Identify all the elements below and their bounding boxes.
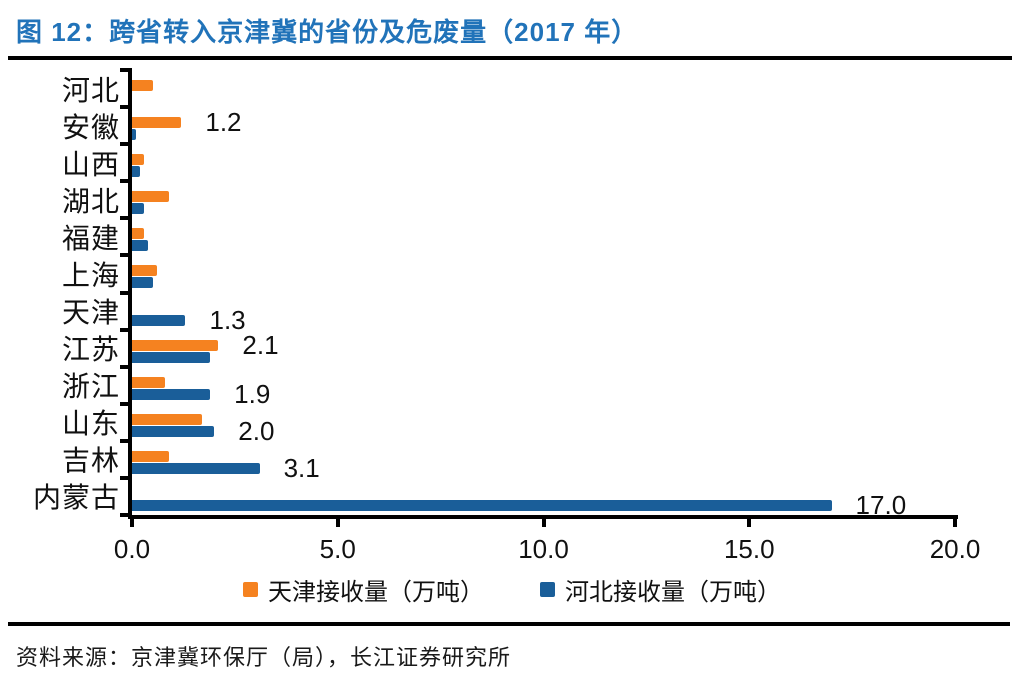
figure-title: 图 12：跨省转入京津冀的省份及危废量（2017 年）	[16, 17, 639, 47]
y-axis-label: 江苏	[61, 334, 120, 366]
legend-label-hebei: 河北接收量（万吨）	[565, 579, 781, 606]
bar-hebei	[132, 388, 211, 400]
x-axis-label: 5.0	[319, 534, 356, 564]
y-axis-tick	[120, 364, 128, 369]
data-label: 1.9	[234, 378, 271, 409]
data-label: 3.1	[283, 452, 320, 483]
bar-tianjin	[132, 413, 202, 425]
data-label: 1.2	[205, 107, 242, 138]
legend-item-tianjin: 天津接收量（万吨）	[243, 572, 484, 607]
bar-tianjin	[132, 265, 157, 277]
y-axis-label: 湖北	[61, 185, 120, 217]
y-axis-line	[128, 68, 132, 519]
bar-tianjin	[132, 80, 153, 91]
y-axis-tick	[120, 142, 128, 147]
bar-hebei	[132, 425, 215, 437]
y-axis-label: 河北	[61, 74, 120, 106]
bar-hebei	[132, 314, 186, 326]
legend-item-hebei: 河北接收量（万吨）	[540, 572, 781, 607]
bar-tianjin	[132, 117, 182, 129]
y-axis-tick	[120, 105, 128, 110]
data-label: 2.0	[238, 415, 275, 446]
data-label: 17.0	[855, 489, 907, 520]
x-axis-line	[128, 515, 958, 519]
y-axis-label: 安徽	[61, 111, 120, 143]
bar-tianjin	[132, 228, 145, 240]
divider-line-top	[8, 56, 1012, 60]
y-axis-tick	[120, 513, 128, 517]
y-axis-tick	[120, 253, 128, 258]
x-axis-tick	[130, 519, 134, 527]
bar-tianjin	[132, 191, 170, 203]
bar-hebei	[132, 277, 153, 289]
bar-tianjin	[132, 339, 219, 351]
y-axis-label: 吉林	[61, 445, 120, 477]
y-axis-label: 山东	[61, 408, 120, 440]
x-axis-label: 20.0	[929, 534, 981, 564]
legend-swatch-tianjin-icon	[243, 582, 258, 597]
y-axis-tick	[120, 68, 128, 72]
legend-label-tianjin: 天津接收量（万吨）	[268, 579, 484, 606]
x-axis-tick	[747, 519, 752, 527]
y-axis-label: 山西	[61, 148, 120, 180]
x-axis-tick	[541, 519, 546, 527]
x-axis-tick	[953, 519, 957, 527]
x-axis-label: 0.0	[113, 534, 151, 564]
y-axis-tick	[120, 216, 128, 221]
legend-swatch-hebei-icon	[540, 582, 555, 597]
y-axis-label: 内蒙古	[32, 482, 120, 514]
x-axis-label: 10.0	[518, 534, 569, 564]
y-axis-label: 上海	[61, 259, 120, 291]
y-axis-tick	[120, 475, 128, 480]
bar-tianjin	[132, 450, 170, 462]
y-axis-label: 福建	[61, 222, 120, 254]
bar-hebei	[132, 462, 260, 474]
x-axis-tick	[335, 519, 340, 527]
bar-tianjin	[132, 154, 145, 166]
y-axis-tick	[120, 290, 128, 295]
bar-hebei	[132, 499, 832, 511]
bar-hebei	[132, 129, 137, 141]
legend: 天津接收量（万吨） 河北接收量（万吨）	[0, 572, 1024, 607]
bar-hebei	[132, 203, 145, 215]
divider-line-bottom	[8, 622, 1010, 626]
bar-hebei	[132, 166, 141, 178]
bar-hebei	[132, 351, 211, 363]
source-note: 资料来源：京津冀环保厅（局），长江证券研究所	[16, 645, 512, 670]
y-axis-label: 天津	[61, 297, 120, 329]
y-axis-tick	[120, 327, 128, 332]
y-axis-tick	[120, 438, 128, 443]
x-axis-label: 15.0	[723, 534, 775, 564]
y-axis-tick	[120, 401, 128, 406]
bar-tianjin	[132, 376, 165, 388]
bar-hebei	[132, 240, 149, 252]
y-axis-label: 浙江	[61, 371, 120, 403]
y-axis-tick	[120, 179, 128, 184]
data-label: 1.3	[209, 304, 246, 335]
data-label: 2.1	[242, 329, 279, 360]
